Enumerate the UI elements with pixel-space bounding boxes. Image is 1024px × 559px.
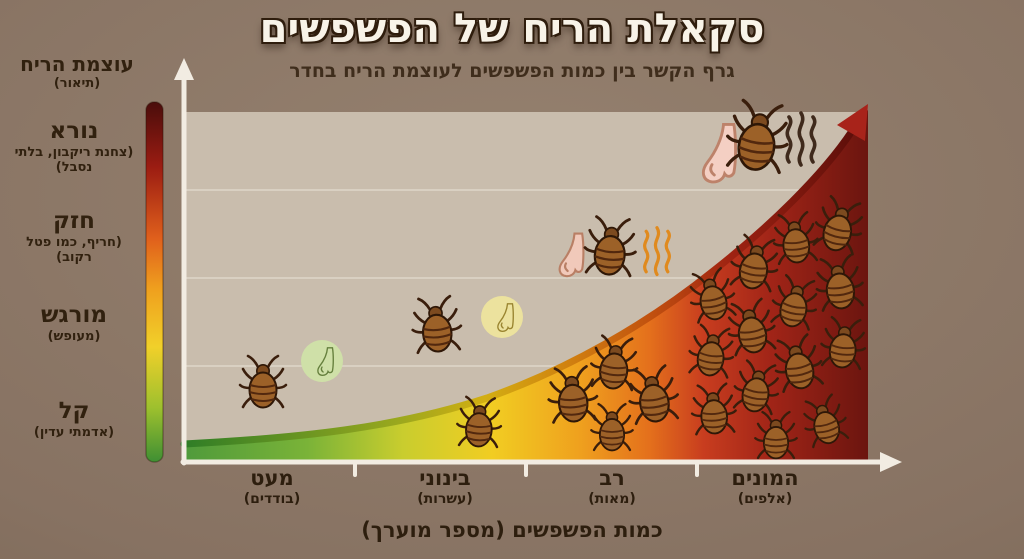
y-axis-title-sub: (תיאור): [53, 76, 101, 91]
curve-arrowhead-icon: [837, 104, 868, 141]
trend-curve: [180, 127, 856, 448]
x-category-many: רב (מאות): [588, 466, 636, 508]
nose-icon: [301, 340, 343, 382]
y-axis-arrow-icon: [174, 58, 194, 80]
y-axis-title: עוצמת הריח (תיאור): [12, 52, 142, 91]
page-subtitle: גרף הקשר בין כמות הפשפשים לעוצמת הריח בח…: [289, 60, 735, 82]
y-axis-title-text: עוצמת הריח: [20, 52, 134, 76]
page-title: סקאלת הריח של הפשפשים: [259, 6, 765, 52]
intensity-gradient-bar: [145, 101, 164, 463]
y-level-terrible: נורא (צחנת ריקבון, בלתי נסבל): [14, 118, 134, 176]
x-category-medium: בינוני (עשרות): [417, 466, 473, 508]
x-axis-arrow-icon: [880, 452, 902, 472]
area-fill: [184, 110, 868, 462]
x-axis-title: כמות הפשפשים (מספר מוערך): [361, 518, 663, 542]
axes: [180, 73, 887, 477]
y-level-strong: חזק (חריף, כמו פטל רקוב): [26, 208, 122, 266]
nose-icon: [481, 296, 523, 338]
x-category-masses: המונים (אלפים): [731, 466, 799, 508]
x-category-few: מעט (בודדים): [243, 466, 301, 508]
y-level-light: קל (אדמתי עדין): [33, 398, 115, 441]
y-level-noticeable: מורגש (מעופש): [40, 302, 108, 345]
